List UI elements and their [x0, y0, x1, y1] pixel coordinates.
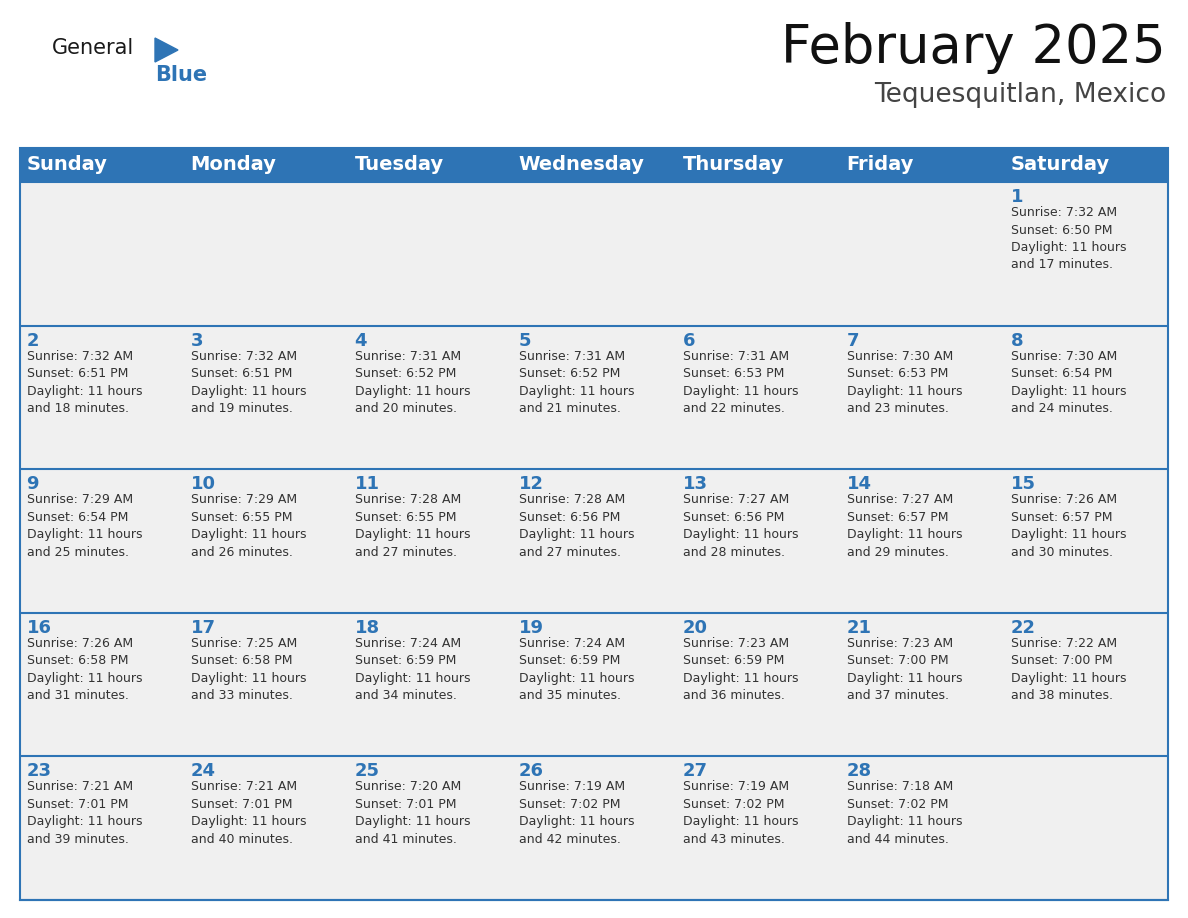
Text: General: General [52, 38, 134, 58]
Text: Sunrise: 7:28 AM
Sunset: 6:55 PM
Daylight: 11 hours
and 27 minutes.: Sunrise: 7:28 AM Sunset: 6:55 PM Dayligh… [354, 493, 470, 559]
Bar [20, 182, 1168, 326]
Text: Sunrise: 7:25 AM
Sunset: 6:58 PM
Daylight: 11 hours
and 33 minutes.: Sunrise: 7:25 AM Sunset: 6:58 PM Dayligh… [190, 637, 307, 702]
Text: Sunrise: 7:29 AM
Sunset: 6:54 PM
Daylight: 11 hours
and 25 minutes.: Sunrise: 7:29 AM Sunset: 6:54 PM Dayligh… [26, 493, 143, 559]
Text: 11: 11 [354, 476, 379, 493]
Text: Sunrise: 7:27 AM
Sunset: 6:56 PM
Daylight: 11 hours
and 28 minutes.: Sunrise: 7:27 AM Sunset: 6:56 PM Dayligh… [683, 493, 798, 559]
Text: 21: 21 [847, 619, 872, 637]
Text: 2: 2 [26, 331, 39, 350]
Text: Sunrise: 7:23 AM
Sunset: 6:59 PM
Daylight: 11 hours
and 36 minutes.: Sunrise: 7:23 AM Sunset: 6:59 PM Dayligh… [683, 637, 798, 702]
Text: 3: 3 [190, 331, 203, 350]
Text: 26: 26 [518, 763, 544, 780]
Text: 5: 5 [518, 331, 531, 350]
Text: Sunrise: 7:28 AM
Sunset: 6:56 PM
Daylight: 11 hours
and 27 minutes.: Sunrise: 7:28 AM Sunset: 6:56 PM Dayligh… [518, 493, 634, 559]
Bar [20, 148, 1168, 182]
Text: 15: 15 [1011, 476, 1036, 493]
Text: Sunrise: 7:31 AM
Sunset: 6:52 PM
Daylight: 11 hours
and 21 minutes.: Sunrise: 7:31 AM Sunset: 6:52 PM Dayligh… [518, 350, 634, 415]
Text: 19: 19 [518, 619, 544, 637]
Text: 1: 1 [1011, 188, 1023, 206]
Text: Sunrise: 7:26 AM
Sunset: 6:58 PM
Daylight: 11 hours
and 31 minutes.: Sunrise: 7:26 AM Sunset: 6:58 PM Dayligh… [26, 637, 143, 702]
Text: Sunrise: 7:24 AM
Sunset: 6:59 PM
Daylight: 11 hours
and 35 minutes.: Sunrise: 7:24 AM Sunset: 6:59 PM Dayligh… [518, 637, 634, 702]
Bar [20, 613, 1168, 756]
Text: 25: 25 [354, 763, 379, 780]
Text: 28: 28 [847, 763, 872, 780]
Bar [20, 756, 1168, 900]
Text: Sunrise: 7:21 AM
Sunset: 7:01 PM
Daylight: 11 hours
and 39 minutes.: Sunrise: 7:21 AM Sunset: 7:01 PM Dayligh… [26, 780, 143, 845]
Text: 7: 7 [847, 331, 859, 350]
Text: Thursday: Thursday [683, 155, 784, 174]
Text: 6: 6 [683, 331, 695, 350]
Text: Sunrise: 7:27 AM
Sunset: 6:57 PM
Daylight: 11 hours
and 29 minutes.: Sunrise: 7:27 AM Sunset: 6:57 PM Dayligh… [847, 493, 962, 559]
Text: Sunrise: 7:20 AM
Sunset: 7:01 PM
Daylight: 11 hours
and 41 minutes.: Sunrise: 7:20 AM Sunset: 7:01 PM Dayligh… [354, 780, 470, 845]
Text: 16: 16 [26, 619, 51, 637]
Text: 18: 18 [354, 619, 380, 637]
Text: Friday: Friday [847, 155, 914, 174]
Text: Sunrise: 7:18 AM
Sunset: 7:02 PM
Daylight: 11 hours
and 44 minutes.: Sunrise: 7:18 AM Sunset: 7:02 PM Dayligh… [847, 780, 962, 845]
Text: 27: 27 [683, 763, 708, 780]
Text: Sunrise: 7:19 AM
Sunset: 7:02 PM
Daylight: 11 hours
and 43 minutes.: Sunrise: 7:19 AM Sunset: 7:02 PM Dayligh… [683, 780, 798, 845]
Text: Sunrise: 7:31 AM
Sunset: 6:52 PM
Daylight: 11 hours
and 20 minutes.: Sunrise: 7:31 AM Sunset: 6:52 PM Dayligh… [354, 350, 470, 415]
Text: 22: 22 [1011, 619, 1036, 637]
Text: Sunrise: 7:21 AM
Sunset: 7:01 PM
Daylight: 11 hours
and 40 minutes.: Sunrise: 7:21 AM Sunset: 7:01 PM Dayligh… [190, 780, 307, 845]
Text: Blue: Blue [154, 65, 207, 85]
Text: 23: 23 [26, 763, 51, 780]
Text: 20: 20 [683, 619, 708, 637]
Text: 8: 8 [1011, 331, 1023, 350]
Text: 4: 4 [354, 331, 367, 350]
Text: 12: 12 [518, 476, 544, 493]
Text: 9: 9 [26, 476, 39, 493]
Text: Sunrise: 7:26 AM
Sunset: 6:57 PM
Daylight: 11 hours
and 30 minutes.: Sunrise: 7:26 AM Sunset: 6:57 PM Dayligh… [1011, 493, 1126, 559]
Text: Sunrise: 7:32 AM
Sunset: 6:51 PM
Daylight: 11 hours
and 18 minutes.: Sunrise: 7:32 AM Sunset: 6:51 PM Dayligh… [26, 350, 143, 415]
Text: 10: 10 [190, 476, 215, 493]
Text: Wednesday: Wednesday [518, 155, 644, 174]
Text: February 2025: February 2025 [782, 22, 1165, 74]
Bar [20, 326, 1168, 469]
Text: Tuesday: Tuesday [354, 155, 443, 174]
Text: Sunrise: 7:32 AM
Sunset: 6:50 PM
Daylight: 11 hours
and 17 minutes.: Sunrise: 7:32 AM Sunset: 6:50 PM Dayligh… [1011, 206, 1126, 272]
Text: Sunrise: 7:29 AM
Sunset: 6:55 PM
Daylight: 11 hours
and 26 minutes.: Sunrise: 7:29 AM Sunset: 6:55 PM Dayligh… [190, 493, 307, 559]
Bar [20, 469, 1168, 613]
Text: Sunrise: 7:22 AM
Sunset: 7:00 PM
Daylight: 11 hours
and 38 minutes.: Sunrise: 7:22 AM Sunset: 7:00 PM Dayligh… [1011, 637, 1126, 702]
Text: 24: 24 [190, 763, 215, 780]
Text: Sunday: Sunday [26, 155, 107, 174]
Text: Saturday: Saturday [1011, 155, 1110, 174]
Text: Sunrise: 7:30 AM
Sunset: 6:53 PM
Daylight: 11 hours
and 23 minutes.: Sunrise: 7:30 AM Sunset: 6:53 PM Dayligh… [847, 350, 962, 415]
Polygon shape [154, 38, 178, 62]
Text: Sunrise: 7:23 AM
Sunset: 7:00 PM
Daylight: 11 hours
and 37 minutes.: Sunrise: 7:23 AM Sunset: 7:00 PM Dayligh… [847, 637, 962, 702]
Text: 13: 13 [683, 476, 708, 493]
Text: Sunrise: 7:19 AM
Sunset: 7:02 PM
Daylight: 11 hours
and 42 minutes.: Sunrise: 7:19 AM Sunset: 7:02 PM Dayligh… [518, 780, 634, 845]
Text: 14: 14 [847, 476, 872, 493]
Text: Sunrise: 7:24 AM
Sunset: 6:59 PM
Daylight: 11 hours
and 34 minutes.: Sunrise: 7:24 AM Sunset: 6:59 PM Dayligh… [354, 637, 470, 702]
Text: Sunrise: 7:32 AM
Sunset: 6:51 PM
Daylight: 11 hours
and 19 minutes.: Sunrise: 7:32 AM Sunset: 6:51 PM Dayligh… [190, 350, 307, 415]
Text: Sunrise: 7:30 AM
Sunset: 6:54 PM
Daylight: 11 hours
and 24 minutes.: Sunrise: 7:30 AM Sunset: 6:54 PM Dayligh… [1011, 350, 1126, 415]
Text: Sunrise: 7:31 AM
Sunset: 6:53 PM
Daylight: 11 hours
and 22 minutes.: Sunrise: 7:31 AM Sunset: 6:53 PM Dayligh… [683, 350, 798, 415]
Text: 17: 17 [190, 619, 215, 637]
Text: Tequesquitlan, Mexico: Tequesquitlan, Mexico [873, 82, 1165, 108]
Text: Monday: Monday [190, 155, 277, 174]
Bar [20, 148, 1168, 900]
